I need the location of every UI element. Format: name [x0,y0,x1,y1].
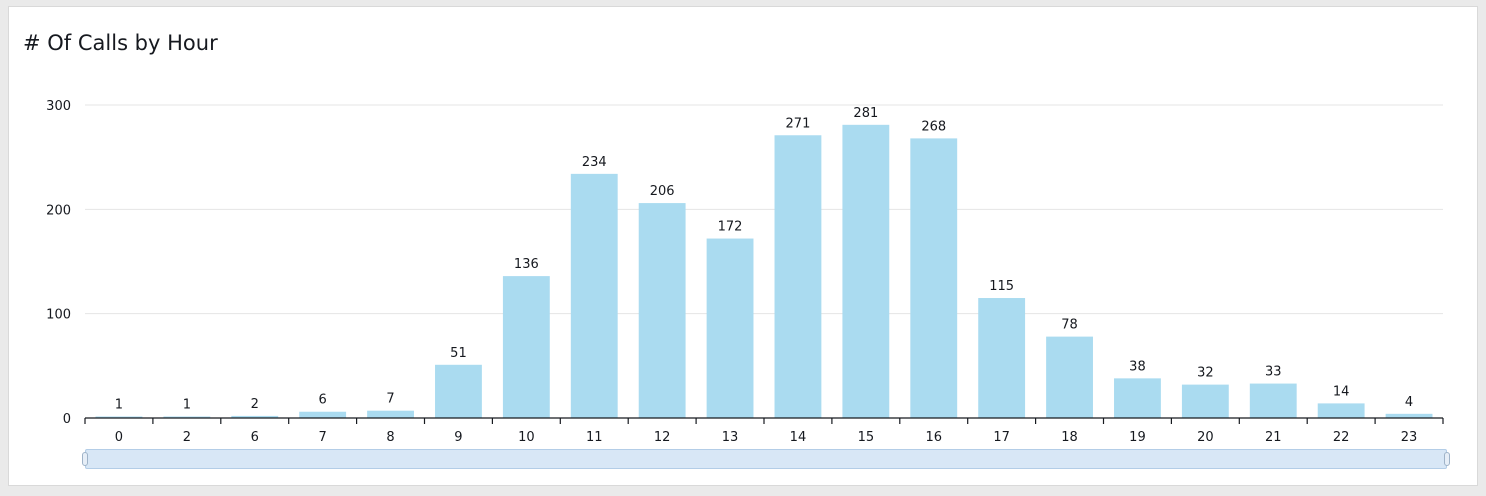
y-tick-label: 300 [46,99,71,114]
y-tick-label: 0 [63,412,71,427]
bar[interactable] [367,410,414,418]
bar[interactable] [978,298,1026,418]
data-label: 78 [1061,318,1078,333]
bar[interactable] [435,364,482,418]
x-tick-label: 15 [858,430,875,445]
range-slider[interactable] [82,449,1450,469]
y-tick-label: 200 [46,203,71,218]
data-label: 206 [650,184,675,199]
bar[interactable] [231,415,279,418]
bar[interactable] [1317,403,1365,418]
x-axis: 0 2 6 7 8 9 10 11 12 13 14 15 16 17 18 19 20 21 22 23 [84,417,1444,445]
data-label: 2 [251,397,259,412]
data-label: 51 [450,346,467,361]
x-tick-label: 23 [1401,430,1418,445]
x-tick-label: 13 [722,430,739,445]
chart-title: # Of Calls by Hour [23,31,218,55]
bar[interactable] [910,138,958,419]
x-tick-label: 10 [518,430,535,445]
data-labels: 1 1 2 6 7 51 136 234 206 172 271 281 268 115 78 38 32 33 1… [115,106,1413,413]
data-label: 33 [1265,365,1282,380]
x-tick-label: 21 [1265,430,1282,445]
x-tick-label: 11 [586,430,603,445]
data-label: 7 [386,392,394,407]
data-label: 6 [319,393,327,408]
range-slider-right-handle[interactable] [1444,452,1450,466]
bar[interactable] [774,135,822,419]
data-label: 4 [1405,395,1413,410]
x-tick-label: 12 [654,430,671,445]
data-label: 172 [718,220,743,235]
x-tick-label: 7 [319,430,327,445]
bar[interactable] [95,416,143,419]
bar[interactable] [1046,336,1093,418]
data-label: 1 [183,398,191,413]
chart-panel: # Of Calls by Hour 0 100 200 300 1 1 2 6 7 51 136… [8,6,1478,486]
y-tick-labels: 0 100 200 300 [46,99,71,427]
bar[interactable] [299,411,347,418]
x-tick-label: 18 [1061,430,1078,445]
data-label: 38 [1129,359,1146,374]
bar[interactable] [1385,413,1433,418]
bar[interactable] [502,276,550,418]
bar[interactable] [842,124,890,418]
x-tick-label: 20 [1197,430,1214,445]
x-tick-label: 22 [1333,430,1350,445]
range-slider-left-handle[interactable] [82,452,88,466]
bar[interactable] [163,416,211,419]
bar[interactable] [1249,383,1297,418]
data-label: 136 [514,257,539,272]
data-label: 1 [115,398,123,413]
x-tick-label: 9 [454,430,462,445]
x-tick-label: 8 [386,430,394,445]
bar[interactable] [706,238,754,418]
data-label: 14 [1333,384,1350,399]
y-gridlines [85,104,1443,315]
bar[interactable] [638,203,686,418]
data-label: 32 [1197,366,1214,381]
data-label: 234 [582,155,607,170]
bar[interactable] [570,173,618,418]
x-tick-label: 16 [925,430,942,445]
x-tick-label: 19 [1129,430,1146,445]
x-tick-label: 6 [251,430,259,445]
x-tick-label: 0 [115,430,123,445]
y-tick-label: 100 [46,308,71,323]
data-label: 115 [989,279,1014,294]
bar[interactable] [1181,384,1229,418]
bar[interactable] [1114,378,1161,418]
data-label: 268 [921,119,946,134]
x-tick-label: 17 [993,430,1010,445]
data-label: 271 [786,116,811,131]
data-label: 281 [853,106,878,121]
x-tick-label: 14 [790,430,807,445]
bars [95,124,1433,419]
x-tick-label: 2 [183,430,191,445]
